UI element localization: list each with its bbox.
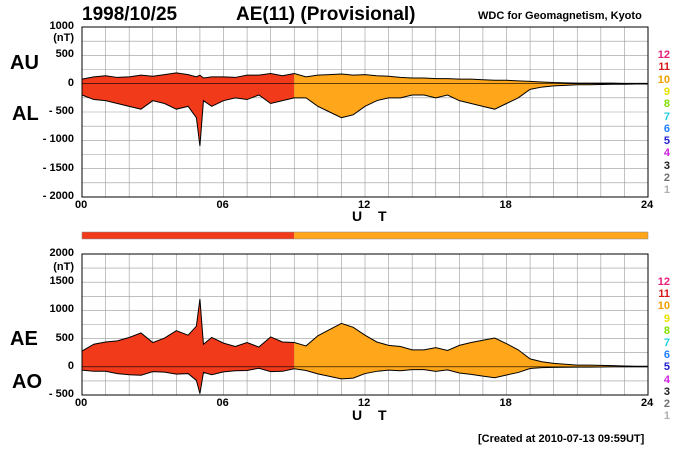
x-tick-label: 06 [216,199,229,211]
hour-key-8: 8 [663,98,670,111]
au-fill-orange [294,73,648,118]
x-tick-label: 12 [358,397,371,409]
x-axis-label-top: U T [352,208,393,224]
ao-series-line [81,366,648,394]
au-series-line [81,72,648,84]
x-tick-label: 24 [641,199,654,211]
hour-key-5: 5 [663,135,670,148]
y-tick-label: 1500 [49,275,74,288]
hour-key-10: 10 [657,73,670,86]
y-tick-label: - 500 [48,105,74,117]
hour-key-6: 6 [663,349,670,362]
hour-key-12: 12 [657,49,670,61]
y-tick-label: - 1000 [42,133,74,146]
hour-key-1: 1 [663,184,670,197]
hour-key-10: 10 [657,300,670,313]
ao-label: AO [12,371,42,393]
chart-date: 1998/10/25 [82,4,178,25]
ae-label: AE [10,328,38,350]
hour-key-3: 3 [663,159,670,172]
x-axis-label-bottom: U T [352,407,393,423]
y-tick-label: 1000 [49,20,74,32]
data-source: WDC for Geomagnetism, Kyoto [478,10,642,22]
hour-key-5: 5 [663,361,670,374]
hour-key-11: 11 [658,61,670,74]
hour-key-11: 11 [658,288,670,301]
hour-key-2: 2 [663,398,670,410]
hour-key-4: 4 [663,147,670,160]
hour-key-2: 2 [663,172,670,184]
y-tick-label: 1000 [49,303,74,316]
hour-key-3: 3 [663,385,670,398]
chart-title: AE(11) (Provisional) [236,4,416,25]
x-tick-label: 18 [499,199,512,211]
y-tick-label: - 1500 [42,161,74,174]
y-tick-label: 0 [67,76,74,89]
y-tick-label: 0 [67,359,74,372]
ae-fill-red [82,299,295,394]
x-tick-label: 06 [216,397,229,409]
x-tick-label: 24 [641,397,654,409]
al-series-line [81,83,648,147]
y-tick-label: 500 [55,48,74,61]
hour-key-4: 4 [663,373,670,386]
al-label: AL [12,103,39,125]
x-tick-label: 00 [75,397,88,409]
ae-fill-orange [294,323,648,379]
hour-key-6: 6 [663,122,670,135]
time-bar-frame [81,231,649,240]
hour-key-7: 7 [663,110,670,123]
x-tick-label: 18 [499,397,512,409]
time-bar-red [82,232,295,239]
plot-frame [81,253,649,396]
x-tick-label: 00 [75,199,88,211]
unit-label-bottom: (nT) [53,261,74,273]
unit-label-top: (nT) [53,32,74,44]
plot-frame [81,26,649,198]
time-bar-orange [294,232,648,239]
y-tick-label: - 500 [48,388,74,400]
hour-key-12: 12 [657,276,670,288]
hour-key-8: 8 [663,324,670,337]
hour-key-7: 7 [663,337,670,349]
created-timestamp: [Created at 2010-07-13 09:59UT] [478,433,645,445]
hour-key-9: 9 [663,312,670,325]
hour-key-1: 1 [663,410,670,423]
y-tick-label: - 2000 [42,190,74,202]
y-tick-label: 500 [55,331,74,344]
hour-key-9: 9 [663,85,670,98]
au-label: AU [10,52,39,74]
x-tick-label: 12 [358,199,371,211]
y-tick-label: 2000 [49,247,74,259]
ae-series-line [81,299,648,367]
au-fill-red [82,72,295,146]
